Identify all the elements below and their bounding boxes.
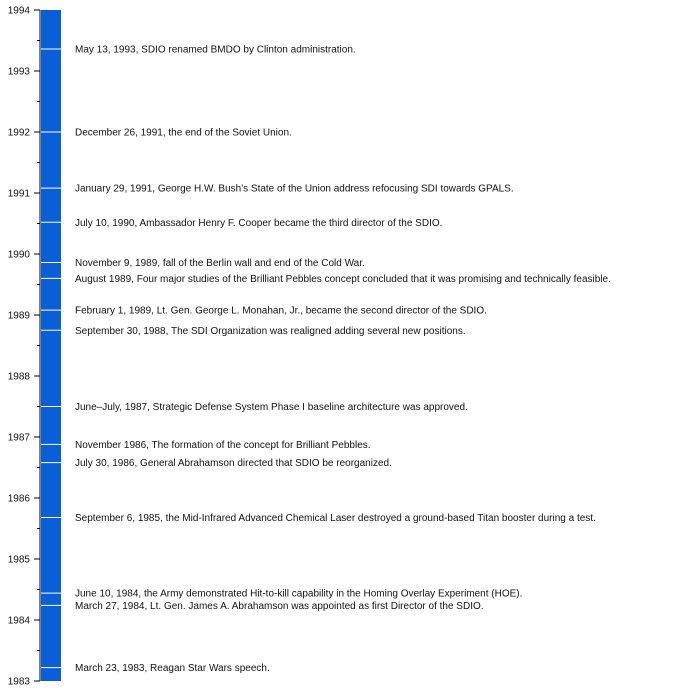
event-label: December 26, 1991, the end of the Soviet… (75, 128, 292, 139)
year-tick-label: 1989 (8, 311, 31, 322)
year-tick-label: 1985 (8, 555, 31, 566)
event-label: February 1, 1989, Lt. Gen. George L. Mon… (75, 306, 487, 317)
year-tick-label: 1993 (8, 67, 31, 78)
event-label: May 13, 1993, SDIO renamed BMDO by Clint… (75, 45, 356, 56)
year-tick-label: 1983 (8, 677, 31, 688)
event-label: March 27, 1984, Lt. Gen. James A. Abraha… (75, 601, 484, 612)
event-label: March 23, 1983, Reagan Star Wars speech. (75, 663, 270, 674)
year-tick-label: 1984 (8, 616, 31, 627)
event-label: July 10, 1990, Ambassador Henry F. Coope… (75, 218, 442, 229)
year-tick-label: 1988 (8, 372, 31, 383)
event-label: November 1986, The formation of the conc… (75, 440, 371, 451)
year-tick-label: 1987 (8, 433, 31, 444)
event-label: July 30, 1986, General Abrahamson direct… (75, 458, 392, 469)
year-tick-label: 1992 (8, 128, 31, 139)
year-tick-label: 1990 (8, 250, 31, 261)
event-label: November 9, 1989, fall of the Berlin wal… (75, 258, 365, 269)
event-label: August 1989, Four major studies of the B… (75, 274, 611, 285)
year-tick-label: 1991 (8, 189, 31, 200)
timeline-bar (41, 10, 61, 681)
event-label: June–July, 1987, Strategic Defense Syste… (75, 402, 468, 413)
year-tick-label: 1986 (8, 494, 31, 505)
year-tick-label: 1994 (8, 6, 31, 17)
event-label: September 6, 1985, the Mid-Infrared Adva… (75, 513, 596, 524)
event-label: September 30, 1988, The SDI Organization… (75, 326, 466, 337)
event-label: January 29, 1991, George H.W. Bush's Sta… (75, 184, 514, 195)
event-label: June 10, 1984, the Army demonstrated Hit… (75, 589, 522, 600)
